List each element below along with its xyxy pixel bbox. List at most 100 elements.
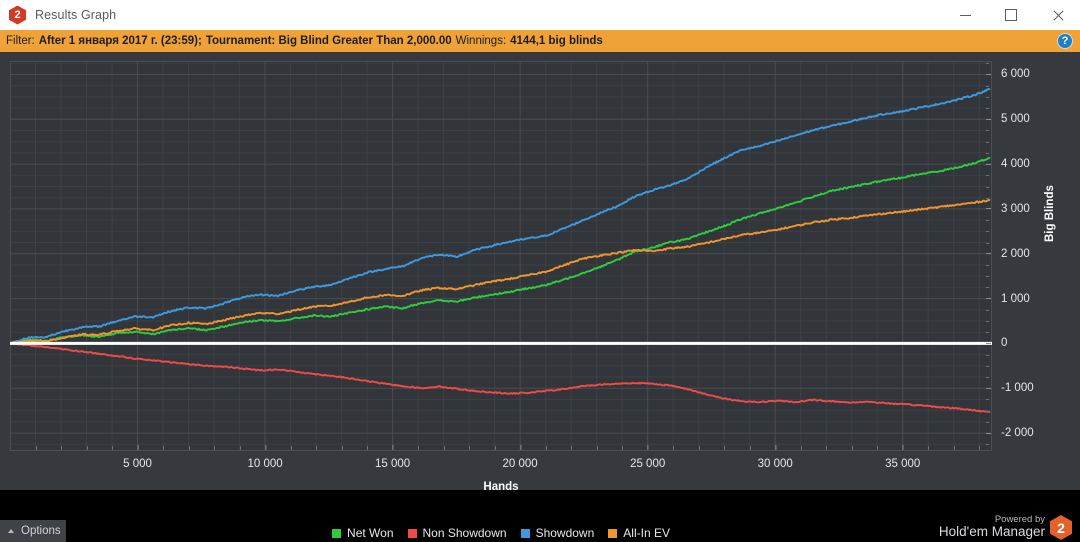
y-axis-minor-tick bbox=[986, 444, 989, 446]
legend-item[interactable]: Non Showdown bbox=[407, 526, 507, 540]
y-axis-minor-tick bbox=[986, 85, 989, 87]
tick-mark bbox=[392, 445, 394, 450]
y-axis-tick: 2 000 bbox=[986, 247, 1030, 260]
tick-mark bbox=[986, 387, 991, 389]
tick-mark bbox=[986, 73, 991, 75]
y-axis-minor-tick bbox=[986, 108, 989, 110]
tick-mark bbox=[986, 253, 991, 255]
y-axis-minor-tick bbox=[986, 231, 989, 233]
options-button[interactable]: Options bbox=[0, 520, 66, 542]
y-axis-minor-tick bbox=[986, 377, 989, 379]
legend-label: Net Won bbox=[347, 526, 394, 540]
y-axis-title: Big Blinds bbox=[1044, 185, 1056, 242]
y-axis-tick: -1 000 bbox=[986, 382, 1034, 394]
legend-item[interactable]: Net Won bbox=[332, 526, 394, 540]
branding: Powered by Hold'em Manager 2 bbox=[939, 515, 1072, 540]
options-label: Options bbox=[21, 525, 61, 537]
minimize-icon bbox=[959, 14, 971, 16]
chart-area: -2 000 -1 000 0 1 000 2 000 3 000 4 000 5 000 6 … bbox=[0, 52, 1080, 542]
tick-mark bbox=[986, 208, 991, 210]
plot-region[interactable] bbox=[10, 61, 992, 451]
y-axis-tick-label: 2 000 bbox=[1001, 247, 1030, 260]
x-axis-minor-tick bbox=[622, 446, 624, 450]
x-axis-minor-tick bbox=[953, 446, 955, 450]
y-axis-tick-label: 0 bbox=[1001, 337, 1008, 350]
y-axis-tick: -2 000 bbox=[986, 427, 1034, 440]
legend-label: Showdown bbox=[535, 526, 595, 540]
y-axis-minor-tick bbox=[986, 63, 989, 65]
y-axis-tick: 0 bbox=[986, 337, 1008, 350]
grid-lines bbox=[10, 61, 992, 451]
x-axis-minor-tick bbox=[214, 446, 216, 450]
tick-mark bbox=[265, 445, 267, 450]
y-axis-minor-tick bbox=[986, 186, 989, 188]
legend-swatch bbox=[332, 528, 342, 538]
y-axis-minor-tick bbox=[986, 220, 989, 222]
y-axis-minor-tick bbox=[986, 354, 989, 356]
series-line bbox=[10, 342, 991, 413]
series-line bbox=[10, 156, 991, 345]
y-axis-minor-tick bbox=[986, 264, 989, 266]
desktop-strip bbox=[0, 490, 1080, 503]
x-axis-minor-tick bbox=[851, 446, 853, 450]
x-axis-tick-label: 20 000 bbox=[502, 458, 538, 470]
x-axis-tick: 10 000 bbox=[247, 445, 283, 470]
tick-mark bbox=[986, 342, 991, 344]
filter-tournament: Tournament: Big Blind Greater Than 2,000… bbox=[205, 35, 452, 47]
x-axis-tick-label: 35 000 bbox=[885, 458, 921, 470]
y-axis-tick: 3 000 bbox=[986, 203, 1030, 215]
x-axis-tick-label: 5 000 bbox=[123, 458, 152, 470]
hex-badge-number: 2 bbox=[14, 8, 21, 21]
x-axis-tick-label: 10 000 bbox=[247, 458, 283, 470]
maximize-button[interactable] bbox=[988, 0, 1034, 30]
minimize-button[interactable] bbox=[942, 0, 988, 30]
x-axis-minor-tick bbox=[545, 446, 547, 450]
x-axis-minor-tick bbox=[877, 446, 879, 450]
series-line bbox=[10, 88, 991, 345]
window-title: Results Graph bbox=[35, 8, 117, 22]
filter-bar[interactable]: Filter: After 1 января 2017 г. (23:59); … bbox=[0, 30, 1080, 52]
tick-mark bbox=[647, 445, 649, 450]
app-icon: 2 bbox=[9, 5, 26, 25]
y-axis-minor-tick bbox=[986, 399, 989, 401]
y-axis-tick: 6 000 bbox=[986, 68, 1030, 81]
x-axis-minor-tick bbox=[698, 446, 700, 450]
x-axis-tick: 20 000 bbox=[502, 445, 538, 470]
y-axis-tick-label: 4 000 bbox=[1001, 158, 1030, 171]
x-axis-tick: 25 000 bbox=[630, 445, 665, 470]
brand-badge-number: 2 bbox=[1057, 519, 1065, 536]
close-button[interactable] bbox=[1034, 0, 1080, 30]
legend-item[interactable]: All-In EV bbox=[608, 526, 670, 540]
tick-mark bbox=[986, 298, 991, 300]
y-axis-minor-tick bbox=[986, 287, 989, 289]
chevron-up-icon bbox=[8, 529, 14, 533]
tick-mark bbox=[986, 118, 991, 120]
x-axis-minor-tick bbox=[86, 446, 88, 450]
x-axis-minor-tick bbox=[494, 446, 496, 450]
legend-item[interactable]: Showdown bbox=[520, 526, 595, 540]
y-axis-tick: 1 000 bbox=[986, 293, 1030, 305]
x-axis-tick: 35 000 bbox=[885, 445, 921, 470]
product-name: Hold'em Manager bbox=[938, 524, 1045, 540]
x-axis-minor-tick bbox=[469, 446, 471, 450]
hex-shape bbox=[9, 5, 26, 25]
y-axis-tick-label: -2 000 bbox=[1001, 427, 1034, 440]
close-icon bbox=[1052, 10, 1063, 21]
tick-mark bbox=[137, 445, 139, 450]
winnings-label: Winnings: bbox=[455, 35, 507, 47]
x-axis-minor-tick bbox=[239, 446, 241, 450]
y-axis-tick-label: 6 000 bbox=[1001, 68, 1030, 81]
y-axis-tick: 5 000 bbox=[986, 113, 1030, 125]
y-axis-minor-tick bbox=[986, 332, 989, 334]
help-icon[interactable]: ? bbox=[1057, 33, 1073, 49]
y-axis: -2 000 -1 000 0 1 000 2 000 3 000 4 000 5 000 6 … bbox=[986, 61, 1038, 451]
x-axis-minor-tick bbox=[724, 446, 726, 450]
filter-label: Filter: bbox=[6, 35, 35, 47]
x-axis-minor-tick bbox=[112, 446, 114, 450]
chart-legend: Net Won Non Showdown Showdown All-In EV bbox=[0, 526, 1002, 540]
branding-text: Powered by Hold'em Manager bbox=[939, 515, 1045, 539]
title-bar: 2 Results Graph bbox=[0, 0, 1080, 30]
x-axis-minor-tick bbox=[571, 446, 573, 450]
tick-mark bbox=[902, 445, 904, 450]
y-axis-minor-tick bbox=[986, 242, 989, 244]
